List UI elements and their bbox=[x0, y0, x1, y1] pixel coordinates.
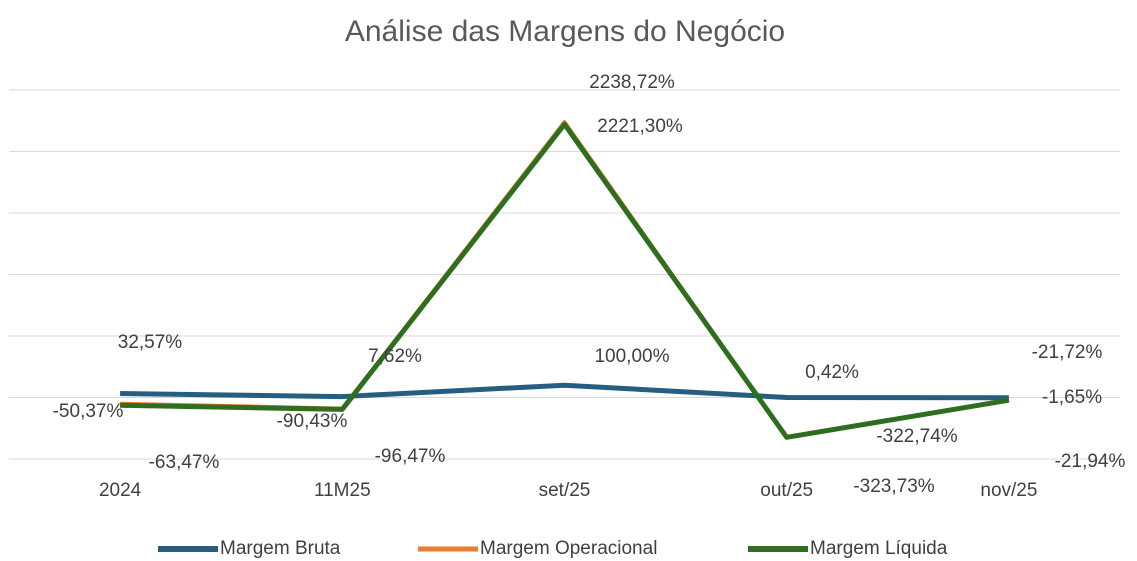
data-label: 0,42% bbox=[805, 362, 859, 383]
data-label: -21,94% bbox=[1055, 451, 1126, 472]
data-label: 2221,30% bbox=[597, 116, 683, 137]
data-label: 7,62% bbox=[368, 346, 422, 367]
data-label: -1,65% bbox=[1042, 387, 1102, 408]
data-label: -322,74% bbox=[876, 426, 957, 447]
series-line bbox=[120, 121, 1010, 440]
x-tick-label: 11M25 bbox=[314, 480, 371, 501]
data-label: -50,37% bbox=[53, 401, 124, 422]
legend-label: Margem Operacional bbox=[480, 538, 657, 559]
data-label: 2238,72% bbox=[589, 72, 675, 93]
data-label: -63,47% bbox=[149, 452, 220, 473]
legend-label: Margem Líquida bbox=[810, 538, 948, 559]
data-label: -21,72% bbox=[1032, 342, 1103, 363]
x-tick-label: 2024 bbox=[99, 480, 142, 501]
data-label: 32,57% bbox=[118, 332, 183, 353]
x-tick-label: set/25 bbox=[539, 480, 591, 501]
series-line bbox=[120, 120, 1010, 440]
x-tick-label: out/25 bbox=[760, 480, 813, 501]
data-label: -96,47% bbox=[375, 446, 446, 467]
data-label: -323,73% bbox=[853, 476, 934, 497]
chart-title: Análise das Margens do Negócio bbox=[345, 15, 785, 48]
legend-label: Margem Bruta bbox=[220, 538, 341, 559]
series-line bbox=[120, 382, 1009, 401]
data-label: 100,00% bbox=[594, 346, 669, 367]
x-tick-label: nov/25 bbox=[980, 480, 1037, 501]
data-label: -90,43% bbox=[277, 411, 348, 432]
